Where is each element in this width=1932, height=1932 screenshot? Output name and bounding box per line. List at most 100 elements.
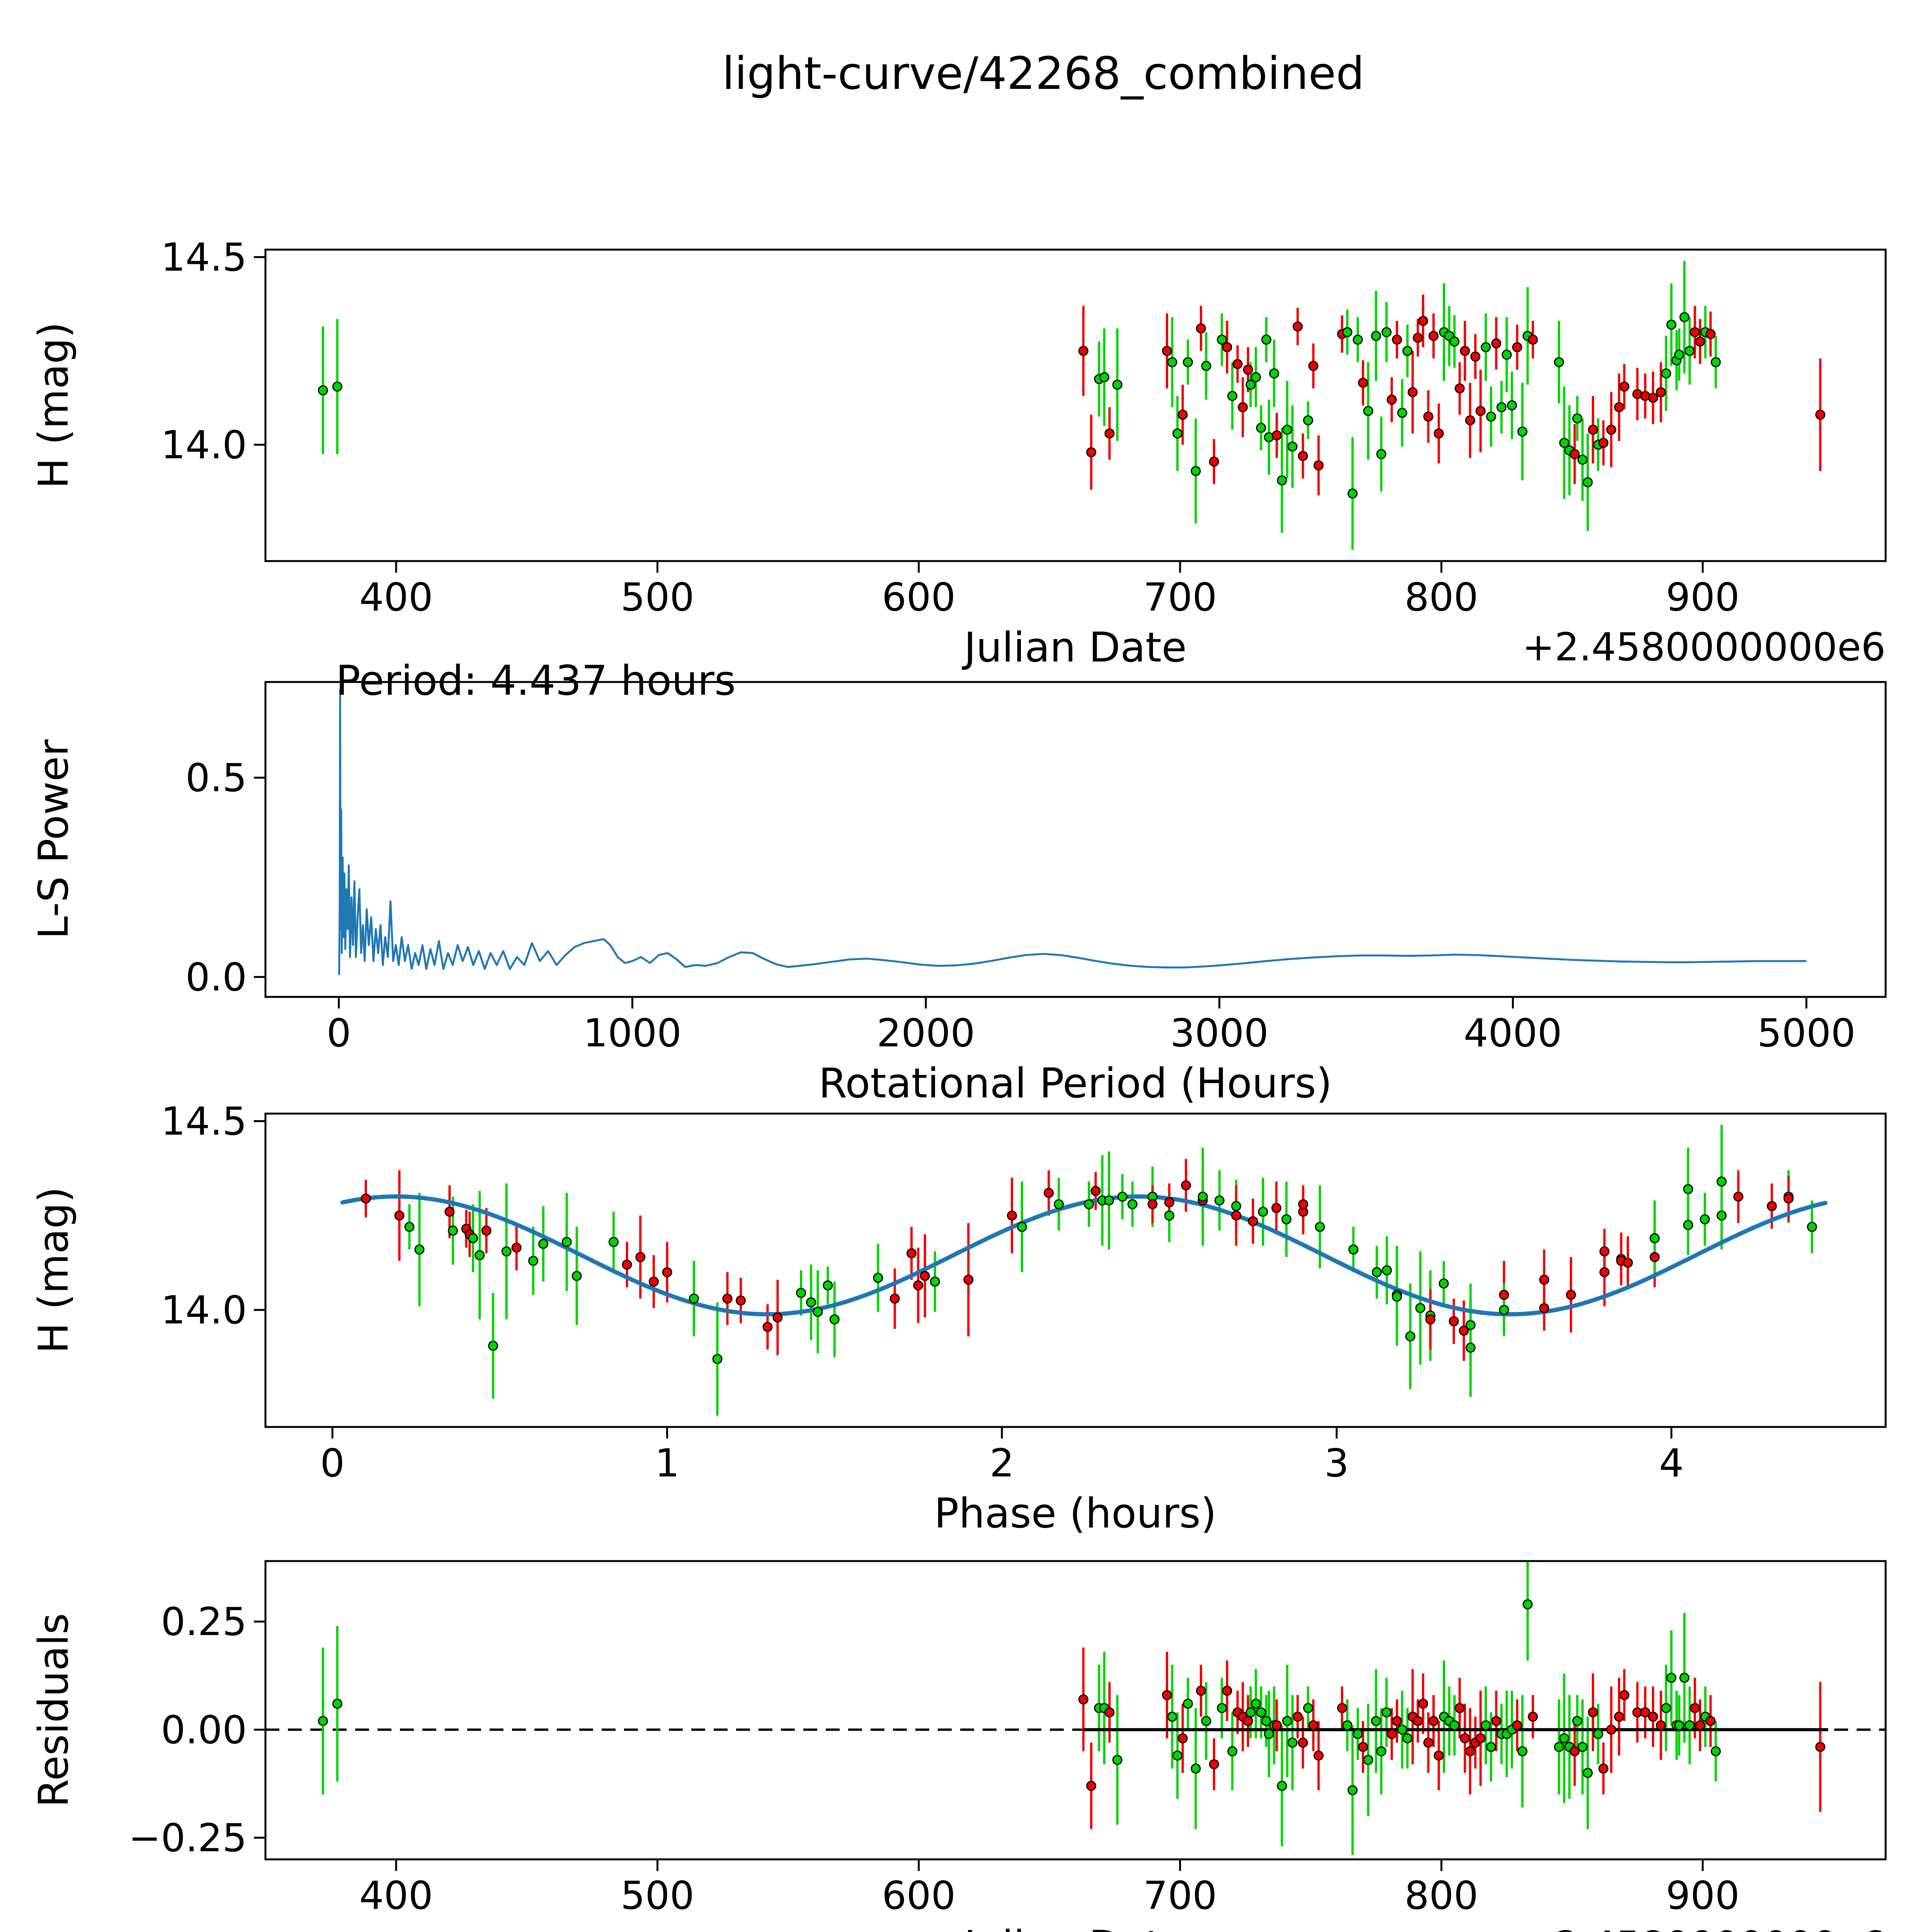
data-point <box>1588 425 1598 435</box>
data-point <box>1690 327 1700 337</box>
data-point <box>1454 1703 1465 1713</box>
data-point <box>1243 1716 1253 1726</box>
data-point <box>1583 477 1593 488</box>
data-point <box>1716 1176 1727 1187</box>
data-point <box>538 1239 549 1249</box>
data-point <box>1231 1201 1242 1211</box>
panel4-y-axis-label: Residuals <box>30 1613 77 1808</box>
data-point <box>1277 1781 1287 1791</box>
data-point <box>1684 346 1695 356</box>
data-point <box>1381 327 1392 337</box>
data-point <box>1666 320 1677 330</box>
data-point <box>689 1293 699 1304</box>
period-annotation: Period: 4.437 hours <box>336 657 736 704</box>
data-point <box>1517 426 1527 437</box>
data-point <box>1201 361 1211 371</box>
data-point <box>1162 1690 1172 1700</box>
x-tick-label: 4 <box>1659 1440 1684 1486</box>
data-point <box>1251 372 1261 383</box>
data-point <box>1172 428 1183 439</box>
data-point <box>1347 1785 1358 1795</box>
data-point <box>1298 451 1308 461</box>
data-point <box>1418 316 1428 326</box>
x-tick-label: 5000 <box>1757 1010 1856 1056</box>
panel3-y-axis-label: H (mag) <box>30 1187 77 1354</box>
data-point <box>404 1222 415 1232</box>
data-point <box>1231 1210 1242 1221</box>
data-point <box>1599 1267 1610 1277</box>
data-point <box>1190 1764 1201 1774</box>
data-point <box>414 1244 425 1255</box>
data-point <box>1517 1746 1527 1757</box>
x-tick-label: 400 <box>359 1873 433 1918</box>
data-point <box>906 1248 917 1259</box>
data-point <box>1465 415 1475 425</box>
panel-content-residuals <box>265 1561 1886 1855</box>
axes-box <box>264 1112 1887 1428</box>
x-tick-label: 600 <box>882 1873 956 1918</box>
data-point <box>1570 449 1580 459</box>
data-point <box>608 1237 619 1247</box>
data-point <box>1522 1599 1533 1609</box>
data-point <box>1460 346 1470 356</box>
data-point <box>1222 342 1232 352</box>
data-point <box>1486 412 1496 422</box>
data-point <box>1164 1210 1175 1221</box>
data-point <box>1593 1729 1604 1739</box>
data-point <box>1090 1186 1101 1196</box>
data-point <box>1386 395 1397 405</box>
data-point <box>318 1716 328 1726</box>
data-point <box>1783 1193 1794 1204</box>
y-tick-label: 0.25 <box>161 1599 247 1645</box>
data-point <box>1196 323 1206 333</box>
data-point <box>1465 1746 1475 1757</box>
data-point <box>1711 1746 1721 1757</box>
data-point <box>1402 1733 1413 1743</box>
data-point <box>1481 342 1491 352</box>
data-point <box>1598 1764 1609 1774</box>
panel3-x-axis-label: Phase (hours) <box>934 1490 1217 1537</box>
data-point <box>1407 387 1418 398</box>
data-point <box>1512 1720 1522 1731</box>
axes-box <box>264 681 1887 998</box>
x-tick-label: 600 <box>882 575 956 620</box>
data-point <box>1086 1781 1097 1791</box>
data-point <box>1214 1195 1225 1206</box>
x-tick-label: 900 <box>1666 1873 1740 1918</box>
data-point <box>1767 1201 1777 1211</box>
data-point <box>1078 346 1088 356</box>
data-point <box>829 1314 840 1325</box>
panel4-x-axis-offset: +2.4580000000e6 <box>1522 1923 1886 1932</box>
data-point <box>1281 1214 1292 1225</box>
data-point <box>501 1246 512 1257</box>
data-point <box>1640 1707 1650 1718</box>
data-point <box>1496 402 1507 412</box>
data-point <box>1363 1755 1373 1765</box>
data-point <box>1282 425 1293 435</box>
data-point <box>1397 1725 1407 1735</box>
data-point <box>361 1193 371 1204</box>
data-point <box>1303 415 1313 425</box>
data-point <box>1054 1199 1064 1209</box>
data-point <box>1371 331 1381 341</box>
data-point <box>1298 1199 1308 1209</box>
data-point <box>1313 1750 1324 1761</box>
data-point <box>1454 383 1465 394</box>
data-point <box>1287 1737 1298 1748</box>
data-point <box>528 1256 539 1266</box>
x-tick-label: 4000 <box>1464 1010 1562 1056</box>
data-point <box>622 1259 632 1270</box>
data-point <box>873 1273 883 1283</box>
data-point <box>1232 359 1243 369</box>
data-point <box>1402 346 1413 356</box>
fit-curve-line <box>340 1194 1828 1316</box>
data-point <box>1423 1737 1434 1748</box>
x-tick-label: 700 <box>1143 575 1217 620</box>
data-point <box>1656 1720 1666 1731</box>
data-point <box>1486 1742 1496 1752</box>
data-point <box>1177 410 1188 420</box>
data-point <box>1666 1673 1677 1683</box>
data-point <box>1197 1191 1208 1202</box>
x-tick-label: 3000 <box>1170 1010 1269 1056</box>
